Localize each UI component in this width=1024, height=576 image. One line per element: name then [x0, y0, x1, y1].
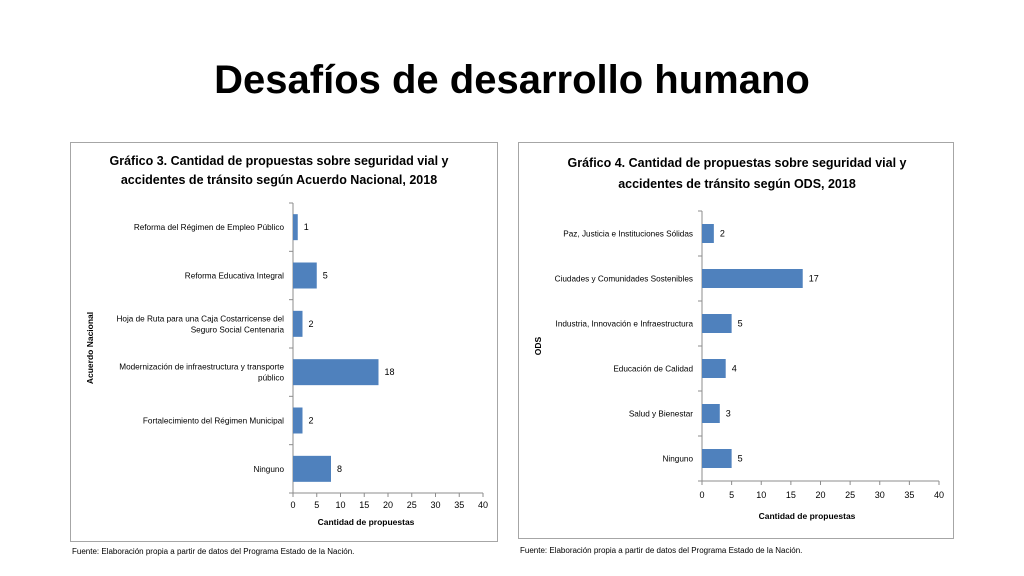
category-label: Seguro Social Centenaria: [191, 325, 285, 334]
bar: [702, 314, 732, 333]
bar: [702, 224, 714, 243]
bar: [293, 359, 379, 386]
data-label: 5: [323, 271, 328, 281]
data-label: 2: [720, 229, 725, 239]
x-tick-label: 35: [454, 500, 464, 510]
category-label: Salud y Bienestar: [629, 410, 693, 419]
data-label: 2: [309, 319, 314, 329]
x-tick-label: 40: [934, 490, 944, 500]
x-tick-label: 25: [845, 490, 855, 500]
bar: [702, 359, 726, 378]
category-label: Paz, Justicia e Instituciones Sólidas: [563, 230, 693, 239]
category-label: público: [258, 374, 284, 383]
chart-panel-acuerdo-nacional: Gráfico 3. Cantidad de propuestas sobre …: [70, 142, 498, 542]
y-axis-title: ODS: [533, 336, 543, 355]
category-label: Ninguno: [254, 465, 285, 474]
x-tick-label: 5: [314, 500, 319, 510]
category-label: Reforma del Régimen de Empleo Público: [134, 223, 285, 232]
category-label: Industria, Innovación e Infraestructura: [556, 320, 694, 329]
bar: [293, 407, 303, 434]
bar: [293, 262, 317, 289]
y-axis-title: Acuerdo Nacional: [85, 312, 95, 384]
data-label: 2: [309, 416, 314, 426]
x-tick-label: 20: [815, 490, 825, 500]
x-tick-label: 25: [407, 500, 417, 510]
data-label: 18: [385, 367, 395, 377]
category-label: Modernización de infraestructura y trans…: [119, 363, 284, 372]
x-tick-label: 10: [335, 500, 345, 510]
category-label: Hoja de Ruta para una Caja Costarricense…: [117, 314, 285, 323]
chart-panel-ods: Gráfico 4. Cantidad de propuestas sobre …: [518, 142, 954, 539]
category-label: Ninguno: [663, 455, 694, 464]
x-tick-label: 15: [786, 490, 796, 500]
bar: [293, 455, 331, 482]
slide-title: Desafíos de desarrollo humano: [214, 58, 810, 102]
x-tick-label: 10: [756, 490, 766, 500]
bar-chart-ods: Gráfico 4. Cantidad de propuestas sobre …: [533, 156, 944, 521]
category-label: Fortalecimiento del Régimen Municipal: [143, 417, 284, 426]
bar: [702, 269, 803, 288]
chart-title-line: Gráfico 3. Cantidad de propuestas sobre …: [110, 154, 449, 168]
x-tick-label: 0: [699, 490, 704, 500]
category-label: Reforma Educativa Integral: [185, 272, 284, 281]
source-note-chart-4: Fuente: Elaboración propia a partir de d…: [520, 546, 803, 555]
data-label: 1: [304, 222, 309, 232]
bar: [293, 214, 298, 241]
x-tick-label: 0: [290, 500, 295, 510]
data-label: 3: [726, 409, 731, 419]
x-tick-label: 40: [478, 500, 488, 510]
x-axis-title: Cantidad de propuestas: [759, 511, 856, 521]
chart-title-line: Gráfico 4. Cantidad de propuestas sobre …: [568, 156, 907, 170]
x-tick-label: 15: [359, 500, 369, 510]
source-note-chart-3: Fuente: Elaboración propia a partir de d…: [72, 547, 355, 556]
category-label: Educación de Calidad: [613, 365, 693, 374]
bar: [293, 310, 303, 337]
bar: [702, 449, 732, 468]
category-label: Ciudades y Comunidades Sostenibles: [555, 275, 693, 284]
data-label: 5: [738, 454, 743, 464]
x-tick-label: 30: [875, 490, 885, 500]
data-label: 4: [732, 364, 737, 374]
bar-chart-acuerdo-nacional: Gráfico 3. Cantidad de propuestas sobre …: [85, 154, 488, 527]
x-tick-label: 35: [904, 490, 914, 500]
x-tick-label: 30: [430, 500, 440, 510]
data-label: 8: [337, 464, 342, 474]
chart-title-line: accidentes de tránsito según ODS, 2018: [618, 177, 856, 191]
x-tick-label: 5: [729, 490, 734, 500]
x-tick-label: 20: [383, 500, 393, 510]
data-label: 17: [809, 274, 819, 284]
data-label: 5: [738, 319, 743, 329]
bar: [702, 404, 720, 423]
chart-title-line: accidentes de tránsito según Acuerdo Nac…: [121, 173, 437, 187]
x-axis-title: Cantidad de propuestas: [318, 517, 415, 527]
